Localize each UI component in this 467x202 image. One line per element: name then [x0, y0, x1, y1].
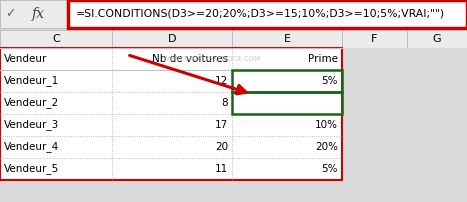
Bar: [232, 48, 342, 70]
Text: Vendeur_5: Vendeur_5: [4, 164, 59, 175]
Text: G: G: [433, 34, 441, 44]
Bar: [342, 92, 407, 114]
Bar: [342, 70, 407, 92]
Text: 10%: 10%: [315, 120, 338, 130]
Bar: [232, 30, 342, 48]
Bar: [407, 30, 467, 48]
Bar: [0, 158, 112, 180]
Text: D: D: [168, 34, 176, 44]
Bar: [112, 48, 232, 70]
Text: 12: 12: [215, 76, 228, 86]
Text: Vendeur_1: Vendeur_1: [4, 76, 59, 86]
Bar: [0, 30, 112, 48]
Text: Prime: Prime: [308, 54, 338, 64]
Bar: [112, 136, 232, 158]
Bar: [0, 48, 342, 180]
Bar: [342, 158, 407, 180]
Text: 20%: 20%: [315, 142, 338, 152]
Bar: [0, 70, 112, 92]
Bar: [407, 136, 467, 158]
Text: 20: 20: [215, 142, 228, 152]
Bar: [232, 92, 342, 114]
Text: 5%: 5%: [321, 164, 338, 174]
Text: Vendeur_3: Vendeur_3: [4, 120, 59, 130]
Text: fx: fx: [31, 7, 44, 21]
Text: E: E: [283, 34, 290, 44]
Text: 17: 17: [215, 120, 228, 130]
Text: 11: 11: [215, 164, 228, 174]
Bar: [232, 158, 342, 180]
Text: WWW.EXCEL-EXERCICE.COM: WWW.EXCEL-EXERCICE.COM: [163, 56, 261, 62]
Bar: [232, 114, 342, 136]
Bar: [232, 136, 342, 158]
Bar: [0, 136, 112, 158]
Bar: [112, 114, 232, 136]
Bar: [232, 70, 342, 92]
Text: =SI.CONDITIONS(D3>=20;20%;D3>=15;10%;D3>=10;5%;VRAI;""): =SI.CONDITIONS(D3>=20;20%;D3>=15;10%;D3>…: [76, 9, 445, 19]
Text: Nb de voitures: Nb de voitures: [152, 54, 228, 64]
Text: 8: 8: [221, 98, 228, 108]
Bar: [342, 30, 407, 48]
Bar: [232, 70, 342, 92]
Text: ✓: ✓: [5, 7, 15, 20]
Text: 5%: 5%: [321, 76, 338, 86]
Bar: [407, 70, 467, 92]
Bar: [407, 48, 467, 70]
Text: Vendeur: Vendeur: [4, 54, 47, 64]
Text: Vendeur_2: Vendeur_2: [4, 98, 59, 108]
Bar: [112, 30, 232, 48]
Text: C: C: [52, 34, 60, 44]
Text: F: F: [371, 34, 378, 44]
Bar: [112, 70, 232, 92]
Bar: [0, 48, 112, 70]
Bar: [0, 92, 112, 114]
Bar: [342, 136, 407, 158]
Bar: [407, 92, 467, 114]
Bar: [342, 48, 407, 70]
Bar: [232, 92, 342, 114]
Bar: [342, 114, 407, 136]
Bar: [0, 114, 112, 136]
Bar: [112, 158, 232, 180]
Bar: [407, 114, 467, 136]
Bar: [68, 0, 467, 28]
Text: Vendeur_4: Vendeur_4: [4, 142, 59, 153]
Bar: [407, 158, 467, 180]
Bar: [0, 0, 68, 28]
Bar: [112, 92, 232, 114]
